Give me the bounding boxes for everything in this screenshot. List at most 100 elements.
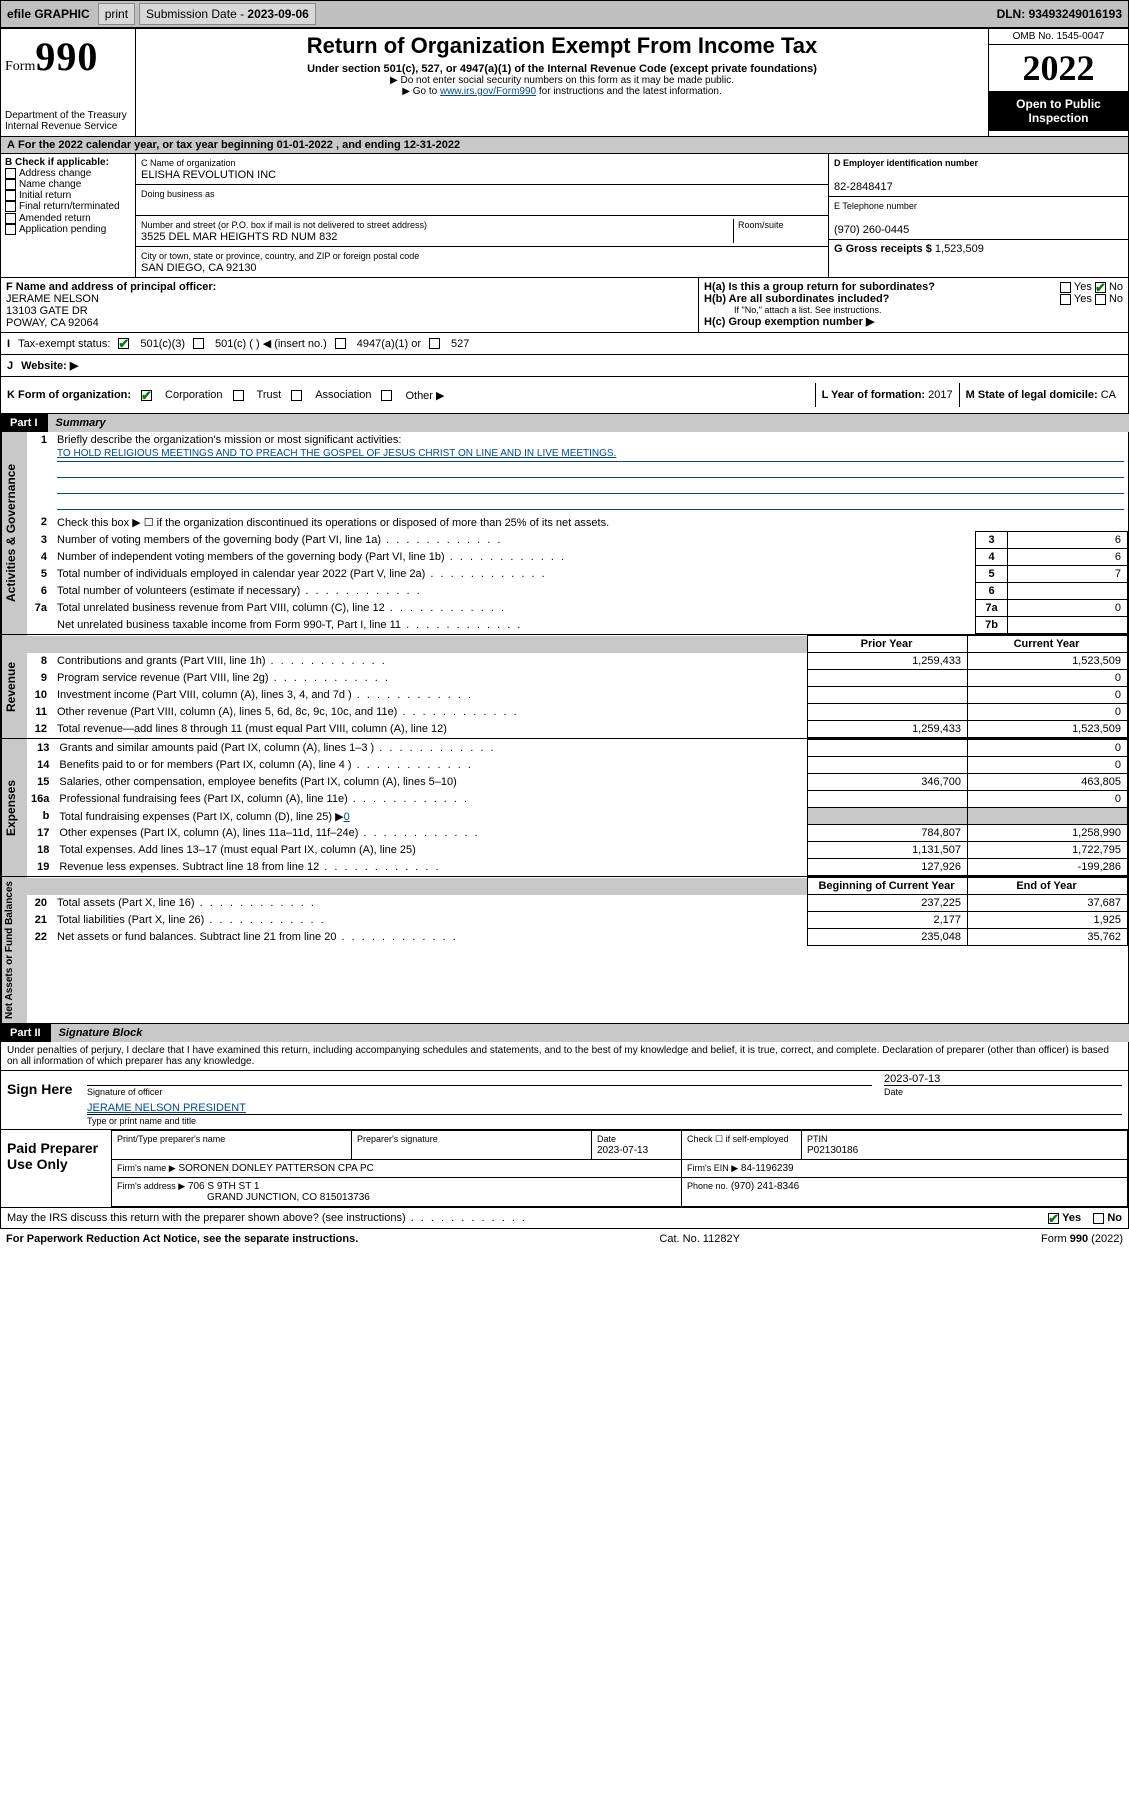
ssn-note: ▶ Do not enter social security numbers o… xyxy=(144,75,980,86)
l20-end: 37,687 xyxy=(968,895,1128,912)
line7b-value xyxy=(1008,617,1128,634)
firm-ein: 84-1196239 xyxy=(741,1163,794,1174)
header-right: OMB No. 1545-0047 2022 Open to Public In… xyxy=(988,29,1128,136)
entity-block: B Check if applicable: Address change Na… xyxy=(0,154,1129,278)
sign-date: 2023-07-13 xyxy=(884,1073,940,1085)
page-footer: For Paperwork Reduction Act Notice, see … xyxy=(0,1229,1129,1249)
l22-end: 35,762 xyxy=(968,929,1128,946)
dln-label: DLN: 93493249016193 xyxy=(991,4,1128,24)
preparer-date: 2023-07-13 xyxy=(597,1145,648,1156)
ein-value: 82-2848417 xyxy=(834,181,893,193)
form-header: Form990 Department of the Treasury Inter… xyxy=(0,28,1129,137)
box-c: C Name of organization ELISHA REVOLUTION… xyxy=(136,154,828,277)
box-l: L Year of formation: 2017 xyxy=(815,383,959,407)
check-501c[interactable] xyxy=(193,338,204,349)
sidelabel-revenue: Revenue xyxy=(1,635,27,738)
l20-begin: 237,225 xyxy=(808,895,968,912)
l22-begin: 235,048 xyxy=(808,929,968,946)
check-corp[interactable] xyxy=(141,390,152,401)
goto-note: ▶ Go to www.irs.gov/Form990 for instruct… xyxy=(144,86,980,97)
hb-yes-check[interactable] xyxy=(1060,294,1071,305)
box-f: F Name and address of principal officer:… xyxy=(1,278,698,332)
check-other[interactable] xyxy=(381,390,392,401)
part2-header: Part II Signature Block xyxy=(0,1024,1129,1042)
ha-no-check[interactable] xyxy=(1095,282,1106,293)
hb-no-check[interactable] xyxy=(1095,294,1106,305)
l12-current: 1,523,509 xyxy=(968,721,1128,738)
l8-prior: 1,259,433 xyxy=(808,653,968,670)
sidelabel-net: Net Assets or Fund Balances xyxy=(1,877,27,1023)
check-trust[interactable] xyxy=(233,390,244,401)
box-b: B Check if applicable: Address change Na… xyxy=(1,154,136,277)
officer-name: JERAME NELSON xyxy=(6,293,99,305)
line3-value: 6 xyxy=(1008,532,1128,549)
tax-year: 2022 xyxy=(989,45,1128,91)
check-assoc[interactable] xyxy=(291,390,302,401)
part1-header: Part I Summary xyxy=(0,414,1129,432)
header-center: Return of Organization Exempt From Incom… xyxy=(136,29,988,136)
dept-label: Department of the Treasury xyxy=(5,110,131,121)
telephone-value: (970) 260-0445 xyxy=(834,224,909,236)
check-name-change[interactable] xyxy=(5,179,16,190)
inspection-label: Open to Public Inspection xyxy=(989,91,1128,131)
form-subtitle: Under section 501(c), 527, or 4947(a)(1)… xyxy=(144,63,980,75)
ha-yes-check[interactable] xyxy=(1060,282,1071,293)
paid-preparer-label: Paid Preparer Use Only xyxy=(1,1130,111,1207)
firm-phone: (970) 241-8346 xyxy=(731,1181,799,1192)
print-button[interactable]: print xyxy=(98,3,135,25)
paid-preparer-block: Paid Preparer Use Only Print/Type prepar… xyxy=(0,1130,1129,1208)
row-k-l-m: K Form of organization: Corporation Trus… xyxy=(0,377,1129,414)
discuss-row: May the IRS discuss this return with the… xyxy=(0,1208,1129,1229)
top-toolbar: efile GRAPHIC print Submission Date - 20… xyxy=(0,0,1129,28)
check-501c3[interactable] xyxy=(118,338,129,349)
l18-prior: 1,131,507 xyxy=(808,842,968,859)
header-left: Form990 Department of the Treasury Inter… xyxy=(1,29,136,136)
check-address-change[interactable] xyxy=(5,168,16,179)
mission-text: TO HOLD RELIGIOUS MEETINGS AND TO PREACH… xyxy=(57,448,1124,462)
irs-label: Internal Revenue Service xyxy=(5,121,131,132)
line5-value: 7 xyxy=(1008,566,1128,583)
l17-prior: 784,807 xyxy=(808,825,968,842)
check-527[interactable] xyxy=(429,338,440,349)
box-m: M State of legal domicile: CA xyxy=(959,383,1122,407)
form-number: 990 xyxy=(35,34,98,79)
discuss-yes-check[interactable] xyxy=(1048,1213,1059,1224)
officer-sign-name: JERAME NELSON PRESIDENT xyxy=(87,1102,246,1114)
check-application-pending[interactable] xyxy=(5,224,16,235)
check-initial-return[interactable] xyxy=(5,190,16,201)
form-title: Return of Organization Exempt From Incom… xyxy=(144,33,980,59)
l21-end: 1,925 xyxy=(968,912,1128,929)
row-i-j: I Tax-exempt status: 501(c)(3) 501(c) ( … xyxy=(0,333,1129,377)
org-name: ELISHA REVOLUTION INC xyxy=(141,169,276,181)
check-4947[interactable] xyxy=(335,338,346,349)
gross-receipts-value: 1,523,509 xyxy=(935,243,984,255)
l15-current: 463,805 xyxy=(968,774,1128,791)
check-amended-return[interactable] xyxy=(5,213,16,224)
line4-value: 6 xyxy=(1008,549,1128,566)
l18-current: 1,722,795 xyxy=(968,842,1128,859)
check-final-return[interactable] xyxy=(5,201,16,212)
section-expenses: Expenses 13Grants and similar amounts pa… xyxy=(0,739,1129,877)
section-revenue: Revenue Prior YearCurrent Year 8Contribu… xyxy=(0,635,1129,739)
form-word: Form xyxy=(5,59,35,74)
section-net-assets: Net Assets or Fund Balances Beginning of… xyxy=(0,877,1129,1024)
penalty-text: Under penalties of perjury, I declare th… xyxy=(0,1042,1129,1070)
l21-begin: 2,177 xyxy=(808,912,968,929)
discuss-no-check[interactable] xyxy=(1093,1213,1104,1224)
form990-link[interactable]: www.irs.gov/Form990 xyxy=(440,86,536,97)
section-governance: Activities & Governance 1 Briefly descri… xyxy=(0,432,1129,635)
row-f-h: F Name and address of principal officer:… xyxy=(0,278,1129,333)
sidelabel-expenses: Expenses xyxy=(1,739,27,876)
line7a-value: 0 xyxy=(1008,600,1128,617)
line6-value xyxy=(1008,583,1128,600)
efile-label: efile GRAPHIC xyxy=(1,4,96,24)
sign-here-block: Sign Here Signature of officer 2023-07-1… xyxy=(0,1070,1129,1130)
sign-here-label: Sign Here xyxy=(1,1071,81,1129)
omb-number: OMB No. 1545-0047 xyxy=(989,29,1128,45)
submission-date-button[interactable]: Submission Date - 2023-09-06 xyxy=(139,3,316,25)
sidelabel-governance: Activities & Governance xyxy=(1,432,27,634)
org-address: 3525 DEL MAR HEIGHTS RD NUM 832 xyxy=(141,231,337,243)
l12-prior: 1,259,433 xyxy=(808,721,968,738)
l19-prior: 127,926 xyxy=(808,859,968,876)
l19-current: -199,286 xyxy=(968,859,1128,876)
